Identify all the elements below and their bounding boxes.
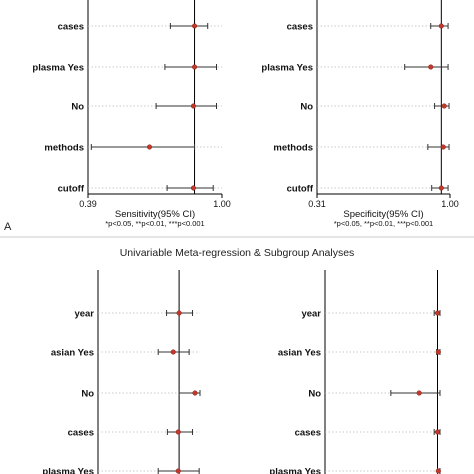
significance-footnote: *p<0.05, **p<0.01, ***p<0.001 bbox=[105, 219, 204, 228]
x-tick-label: 1.00 bbox=[441, 199, 459, 209]
row-label: cases bbox=[68, 428, 94, 439]
point-estimate bbox=[428, 65, 433, 70]
point-estimate bbox=[442, 104, 447, 109]
point-estimate bbox=[191, 186, 196, 191]
x-tick-label: 1.00 bbox=[213, 199, 231, 209]
point-estimate bbox=[439, 186, 444, 191]
row-label: year bbox=[301, 309, 321, 320]
row-label: plasma Yes bbox=[269, 467, 321, 474]
row-label: No bbox=[81, 389, 94, 400]
point-estimate bbox=[439, 24, 444, 29]
significance-footnote: *p<0.05, **p<0.01, ***p<0.001 bbox=[334, 219, 433, 228]
row-label: plasma Yes bbox=[261, 63, 313, 74]
row-label: cutoff bbox=[58, 184, 85, 195]
point-estimate bbox=[441, 145, 446, 150]
row-label: No bbox=[300, 102, 313, 113]
point-estimate bbox=[171, 350, 176, 355]
row-label: asian Yes bbox=[278, 348, 321, 359]
point-estimate bbox=[147, 145, 152, 150]
panel-letter: A bbox=[4, 221, 11, 233]
row-label: No bbox=[308, 389, 321, 400]
point-estimate bbox=[435, 311, 440, 316]
point-estimate bbox=[417, 391, 422, 396]
point-estimate bbox=[176, 469, 181, 474]
point-estimate bbox=[177, 311, 182, 316]
x-tick-label: 0.31 bbox=[308, 199, 326, 209]
point-estimate bbox=[436, 469, 441, 474]
point-estimate bbox=[176, 430, 181, 435]
point-estimate bbox=[191, 104, 196, 109]
panel-separator bbox=[0, 236, 474, 238]
row-label: asian Yes bbox=[51, 348, 94, 359]
point-estimate bbox=[436, 350, 441, 355]
section-title: Univariable Meta-regression & Subgroup A… bbox=[120, 247, 355, 259]
x-tick-label: 0.39 bbox=[79, 199, 97, 209]
row-label: cases bbox=[287, 22, 313, 33]
row-label: methods bbox=[44, 143, 84, 154]
point-estimate bbox=[192, 24, 197, 29]
row-label: year bbox=[74, 309, 94, 320]
row-label: methods bbox=[273, 143, 313, 154]
forest-panel-bottom-right: year asian Yes No cases plasma Yes bbox=[269, 270, 440, 474]
point-estimate bbox=[192, 65, 197, 70]
row-label: cases bbox=[295, 428, 321, 439]
row-label: plasma Yes bbox=[42, 467, 94, 474]
point-estimate bbox=[435, 430, 440, 435]
row-label: No bbox=[71, 102, 84, 113]
row-label: cutoff bbox=[287, 184, 314, 195]
row-label: plasma Yes bbox=[32, 63, 84, 74]
point-estimate bbox=[193, 391, 198, 396]
forest-panel-bottom-left: year asian Yes No cases plasma Yes bbox=[42, 270, 200, 474]
row-label: cases bbox=[58, 22, 84, 33]
